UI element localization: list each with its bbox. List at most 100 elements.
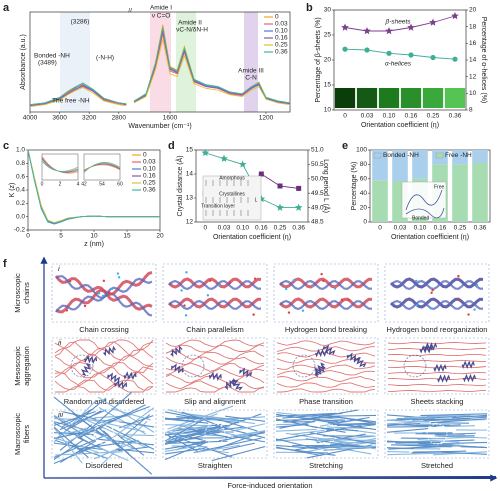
row-label: fibers — [22, 425, 31, 444]
axis-break: // — [128, 8, 132, 15]
fiber — [164, 417, 207, 442]
series-label: β-sheets — [384, 19, 411, 26]
atom — [467, 313, 470, 316]
fiber — [166, 437, 203, 443]
series-label: α-helices — [385, 61, 412, 68]
fiber — [386, 423, 437, 427]
legend-label: Free -NH — [445, 152, 472, 159]
helix — [423, 342, 438, 351]
inset-tick-label: 2 — [59, 181, 62, 187]
y2-tick-label: 8 — [469, 107, 473, 114]
helix — [170, 363, 184, 374]
x-tick-label: 4000 — [23, 115, 38, 122]
annotation: Amide II — [178, 20, 202, 27]
chain — [279, 279, 373, 291]
chain — [279, 299, 373, 311]
panel-label: a — [3, 2, 10, 14]
fiber — [225, 415, 266, 422]
point — [408, 52, 414, 58]
legend-label: 0 — [143, 152, 147, 159]
atom — [110, 287, 114, 291]
micrograph — [444, 88, 466, 108]
x-tick-label: 0.10 — [414, 225, 427, 232]
fiber — [441, 451, 487, 455]
point — [296, 185, 302, 191]
x-tick-label: 0.36 — [449, 113, 462, 120]
fiber — [187, 428, 234, 439]
row-label: Microscopic — [13, 273, 22, 313]
plot-frame — [195, 149, 309, 223]
x-tick-label: 0.16 — [405, 113, 418, 120]
series-line — [344, 48, 456, 60]
helix — [114, 379, 127, 390]
plot-frame — [29, 11, 291, 113]
highlight — [181, 354, 205, 378]
chain — [390, 299, 484, 311]
chain — [55, 383, 154, 393]
y2-tick-label: 14 — [469, 57, 477, 64]
row-label: aggregation — [22, 346, 31, 386]
fiber — [308, 445, 365, 449]
highlight — [204, 423, 226, 445]
fiber — [78, 419, 115, 438]
inset-label: L — [255, 197, 258, 203]
caption: Slip and alignment — [184, 397, 247, 406]
y-tick-label: 15 — [186, 147, 194, 154]
band-shade — [150, 12, 171, 112]
y-axis-label: Absorbance (a.u.) — [20, 34, 27, 90]
chain — [276, 382, 376, 388]
point — [201, 148, 210, 157]
helix — [353, 357, 367, 368]
x-tick-label: 3200 — [82, 115, 97, 122]
x-tick-label: 0 — [204, 225, 208, 232]
chain — [276, 370, 376, 376]
plot-frame — [369, 149, 491, 223]
point — [429, 18, 437, 26]
point — [407, 23, 415, 31]
y2-tick-label: 49.5 — [311, 190, 324, 197]
cell-frame — [162, 263, 268, 323]
row-label: chains — [22, 282, 31, 304]
fiber — [99, 428, 153, 475]
legend-label: 0.16 — [143, 173, 156, 180]
y-tick-label: 0.2 — [16, 200, 25, 207]
series-line — [27, 149, 160, 224]
chain — [276, 340, 376, 347]
atom — [185, 271, 188, 274]
chain — [390, 279, 484, 291]
chain — [387, 341, 487, 345]
y-tick-label: 20 — [360, 204, 368, 211]
fiber — [97, 412, 130, 425]
atom — [97, 292, 101, 295]
chain — [277, 388, 376, 393]
chain — [387, 347, 487, 351]
fiber — [165, 413, 218, 434]
y2-tick-label: 50.5 — [311, 161, 324, 168]
cell-frame — [384, 409, 490, 459]
fiber — [275, 428, 318, 432]
legend-label: 0.10 — [143, 166, 156, 173]
helix — [80, 362, 92, 376]
series-line — [344, 15, 456, 32]
chain — [166, 386, 265, 393]
fiber — [275, 438, 314, 449]
y-tick-label: -0.2 — [14, 227, 26, 234]
inset-tick-label: 42 — [81, 181, 87, 187]
fiber — [164, 446, 193, 452]
x-axis-label: z (nm) — [84, 241, 104, 248]
fiber — [430, 418, 488, 424]
chain — [387, 359, 486, 363]
fiber — [164, 418, 209, 424]
atom — [217, 283, 221, 287]
illustration — [51, 263, 157, 323]
illustration — [162, 337, 268, 395]
inset-label: Amorphous — [219, 175, 245, 181]
fiber — [222, 442, 255, 451]
atom — [117, 276, 121, 279]
point — [452, 56, 458, 62]
fiber — [53, 441, 106, 464]
caption: Hydrogen bond reorganization — [387, 325, 488, 334]
chain — [387, 353, 487, 357]
fiber — [67, 410, 102, 430]
illustration — [273, 337, 379, 395]
